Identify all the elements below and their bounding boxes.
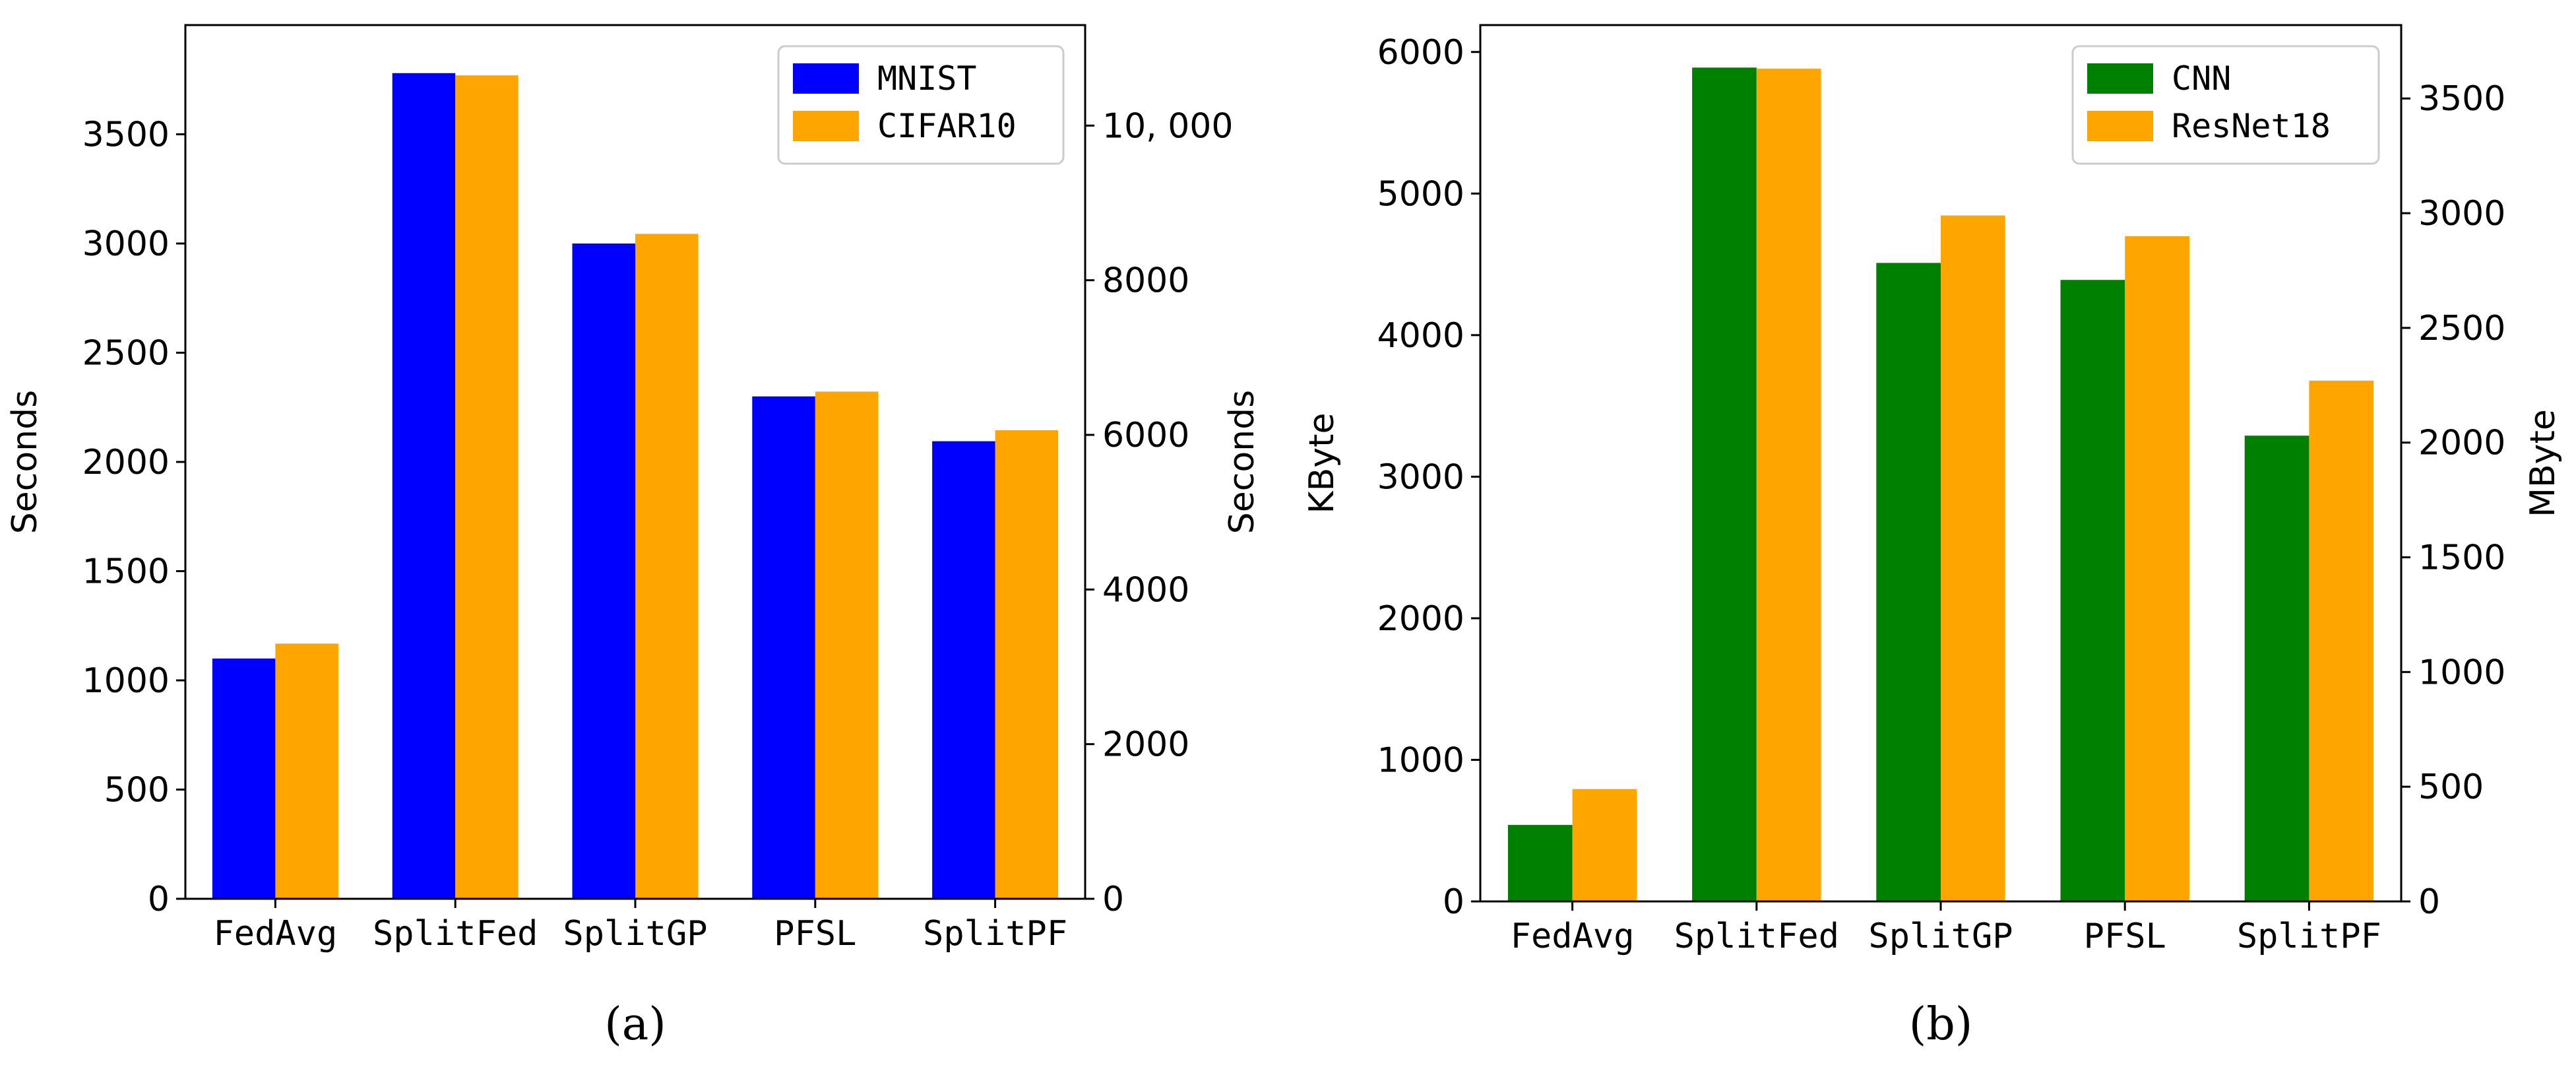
y-left-tick-label: 3000 xyxy=(1377,457,1464,497)
legend-swatch-cnn xyxy=(2087,63,2153,94)
y-left-tick-label: 5000 xyxy=(1377,174,1464,214)
y-left-tick-label: 2500 xyxy=(82,334,170,374)
bar-mnist-splitpf xyxy=(932,441,995,899)
y-left-tick-label: 4000 xyxy=(1377,316,1464,356)
x-tick-label: PFSL xyxy=(2084,917,2166,956)
bar-mnist-fedavg xyxy=(212,658,276,899)
chart-a: FedAvg SplitFed SplitGP PFSL SplitPF 0 500 1000… xyxy=(5,24,1262,1051)
y-right-tick-label: 3500 xyxy=(2418,79,2505,119)
y-left-tick-label: 0 xyxy=(148,880,170,919)
chart-b: FedAvg SplitFed SplitGP PFSL SplitPF 0 1000 200… xyxy=(1302,24,2563,1051)
y-left-tick-label: 2000 xyxy=(82,443,170,482)
x-tick-label: SplitPF xyxy=(923,914,1067,954)
y-right-axis-label: Seconds xyxy=(1222,390,1262,534)
bar-cnn-splitgp xyxy=(1876,263,1941,901)
legend-label-mnist: MNIST xyxy=(877,59,977,98)
y-left-tick-label: 3500 xyxy=(82,115,170,155)
bar-cnn-splitfed xyxy=(1692,67,1757,901)
bar-cifar10-splitpf xyxy=(995,430,1059,899)
y-right-tick-label: 2000 xyxy=(2418,424,2505,463)
y-left-axis-label: KByte xyxy=(1302,413,1342,514)
y-right-tick-label: 3000 xyxy=(2418,194,2505,234)
y-left-tick-label: 6000 xyxy=(1377,33,1464,73)
y-right-axis-label: MByte xyxy=(2523,409,2563,517)
bar-resnet18-pfsl xyxy=(2125,236,2189,901)
legend-swatch-resnet18 xyxy=(2087,111,2153,141)
y-right-tick-label: 10, 000 xyxy=(1102,106,1233,146)
x-tick-label: FedAvg xyxy=(1511,917,1635,956)
x-tick-label: SplitGP xyxy=(563,914,707,954)
legend-label-resnet18: ResNet18 xyxy=(2172,107,2331,145)
y-left-tick-label: 2000 xyxy=(1377,599,1464,639)
y-left-tick-label: 1500 xyxy=(82,552,170,592)
y-right-tick-label: 500 xyxy=(2418,767,2484,807)
bar-cifar10-splitfed xyxy=(455,75,518,899)
bar-cifar10-fedavg xyxy=(275,643,338,899)
x-tick-label: FedAvg xyxy=(213,914,337,954)
bar-mnist-pfsl xyxy=(752,396,815,899)
bar-mnist-splitgp xyxy=(572,244,635,899)
x-tick-label: SplitFed xyxy=(373,914,538,954)
y-right-tick-label: 8000 xyxy=(1102,261,1189,301)
y-right-tick-label: 6000 xyxy=(1102,416,1189,455)
bar-resnet18-splitfed xyxy=(1756,69,1821,902)
y-right-tick-label: 0 xyxy=(2418,882,2440,922)
legend-label-cifar10: CIFAR10 xyxy=(877,107,1017,145)
y-right-tick-label: 2000 xyxy=(1102,725,1189,765)
subfigure-caption: (b) xyxy=(1909,998,1973,1051)
bar-mnist-splitfed xyxy=(392,73,456,899)
legend: MNIST CIFAR10 xyxy=(777,45,1065,165)
bar-cnn-fedavg xyxy=(1507,825,1573,901)
bar-cnn-pfsl xyxy=(2060,280,2125,901)
y-left-tick-label: 0 xyxy=(1443,882,1464,922)
y-right-tick-label: 0 xyxy=(1102,880,1124,919)
y-left-tick-label: 3000 xyxy=(82,224,170,264)
y-right-tick-label: 4000 xyxy=(1102,570,1189,610)
legend: CNN ResNet18 xyxy=(2071,45,2380,165)
x-tick-label: SplitGP xyxy=(1868,917,2013,956)
x-tick-label: PFSL xyxy=(774,914,856,954)
y-right-tick-label: 2500 xyxy=(2418,309,2505,348)
bar-cifar10-pfsl xyxy=(815,391,879,899)
y-right-tick-label: 1500 xyxy=(2418,538,2505,578)
bar-resnet18-splitgp xyxy=(1941,215,2005,901)
subfigure-caption: (a) xyxy=(604,998,666,1051)
x-tick-label: SplitFed xyxy=(1674,917,1839,956)
y-left-tick-label: 1000 xyxy=(1377,740,1464,780)
legend-label-cnn: CNN xyxy=(2172,59,2231,98)
bar-resnet18-fedavg xyxy=(1572,789,1637,901)
legend-swatch-mnist xyxy=(793,63,859,94)
x-tick-label: SplitPF xyxy=(2237,917,2381,956)
plot-frame xyxy=(1479,24,2403,903)
y-left-axis-label: Seconds xyxy=(5,390,45,534)
legend-swatch-cifar10 xyxy=(793,111,859,141)
y-left-tick-label: 1000 xyxy=(82,661,170,701)
y-right-tick-label: 1000 xyxy=(2418,653,2505,692)
bar-resnet18-splitpf xyxy=(2309,380,2374,901)
y-left-tick-label: 500 xyxy=(104,771,170,810)
bar-cifar10-splitgp xyxy=(635,234,699,899)
bar-cnn-splitpf xyxy=(2244,436,2309,901)
